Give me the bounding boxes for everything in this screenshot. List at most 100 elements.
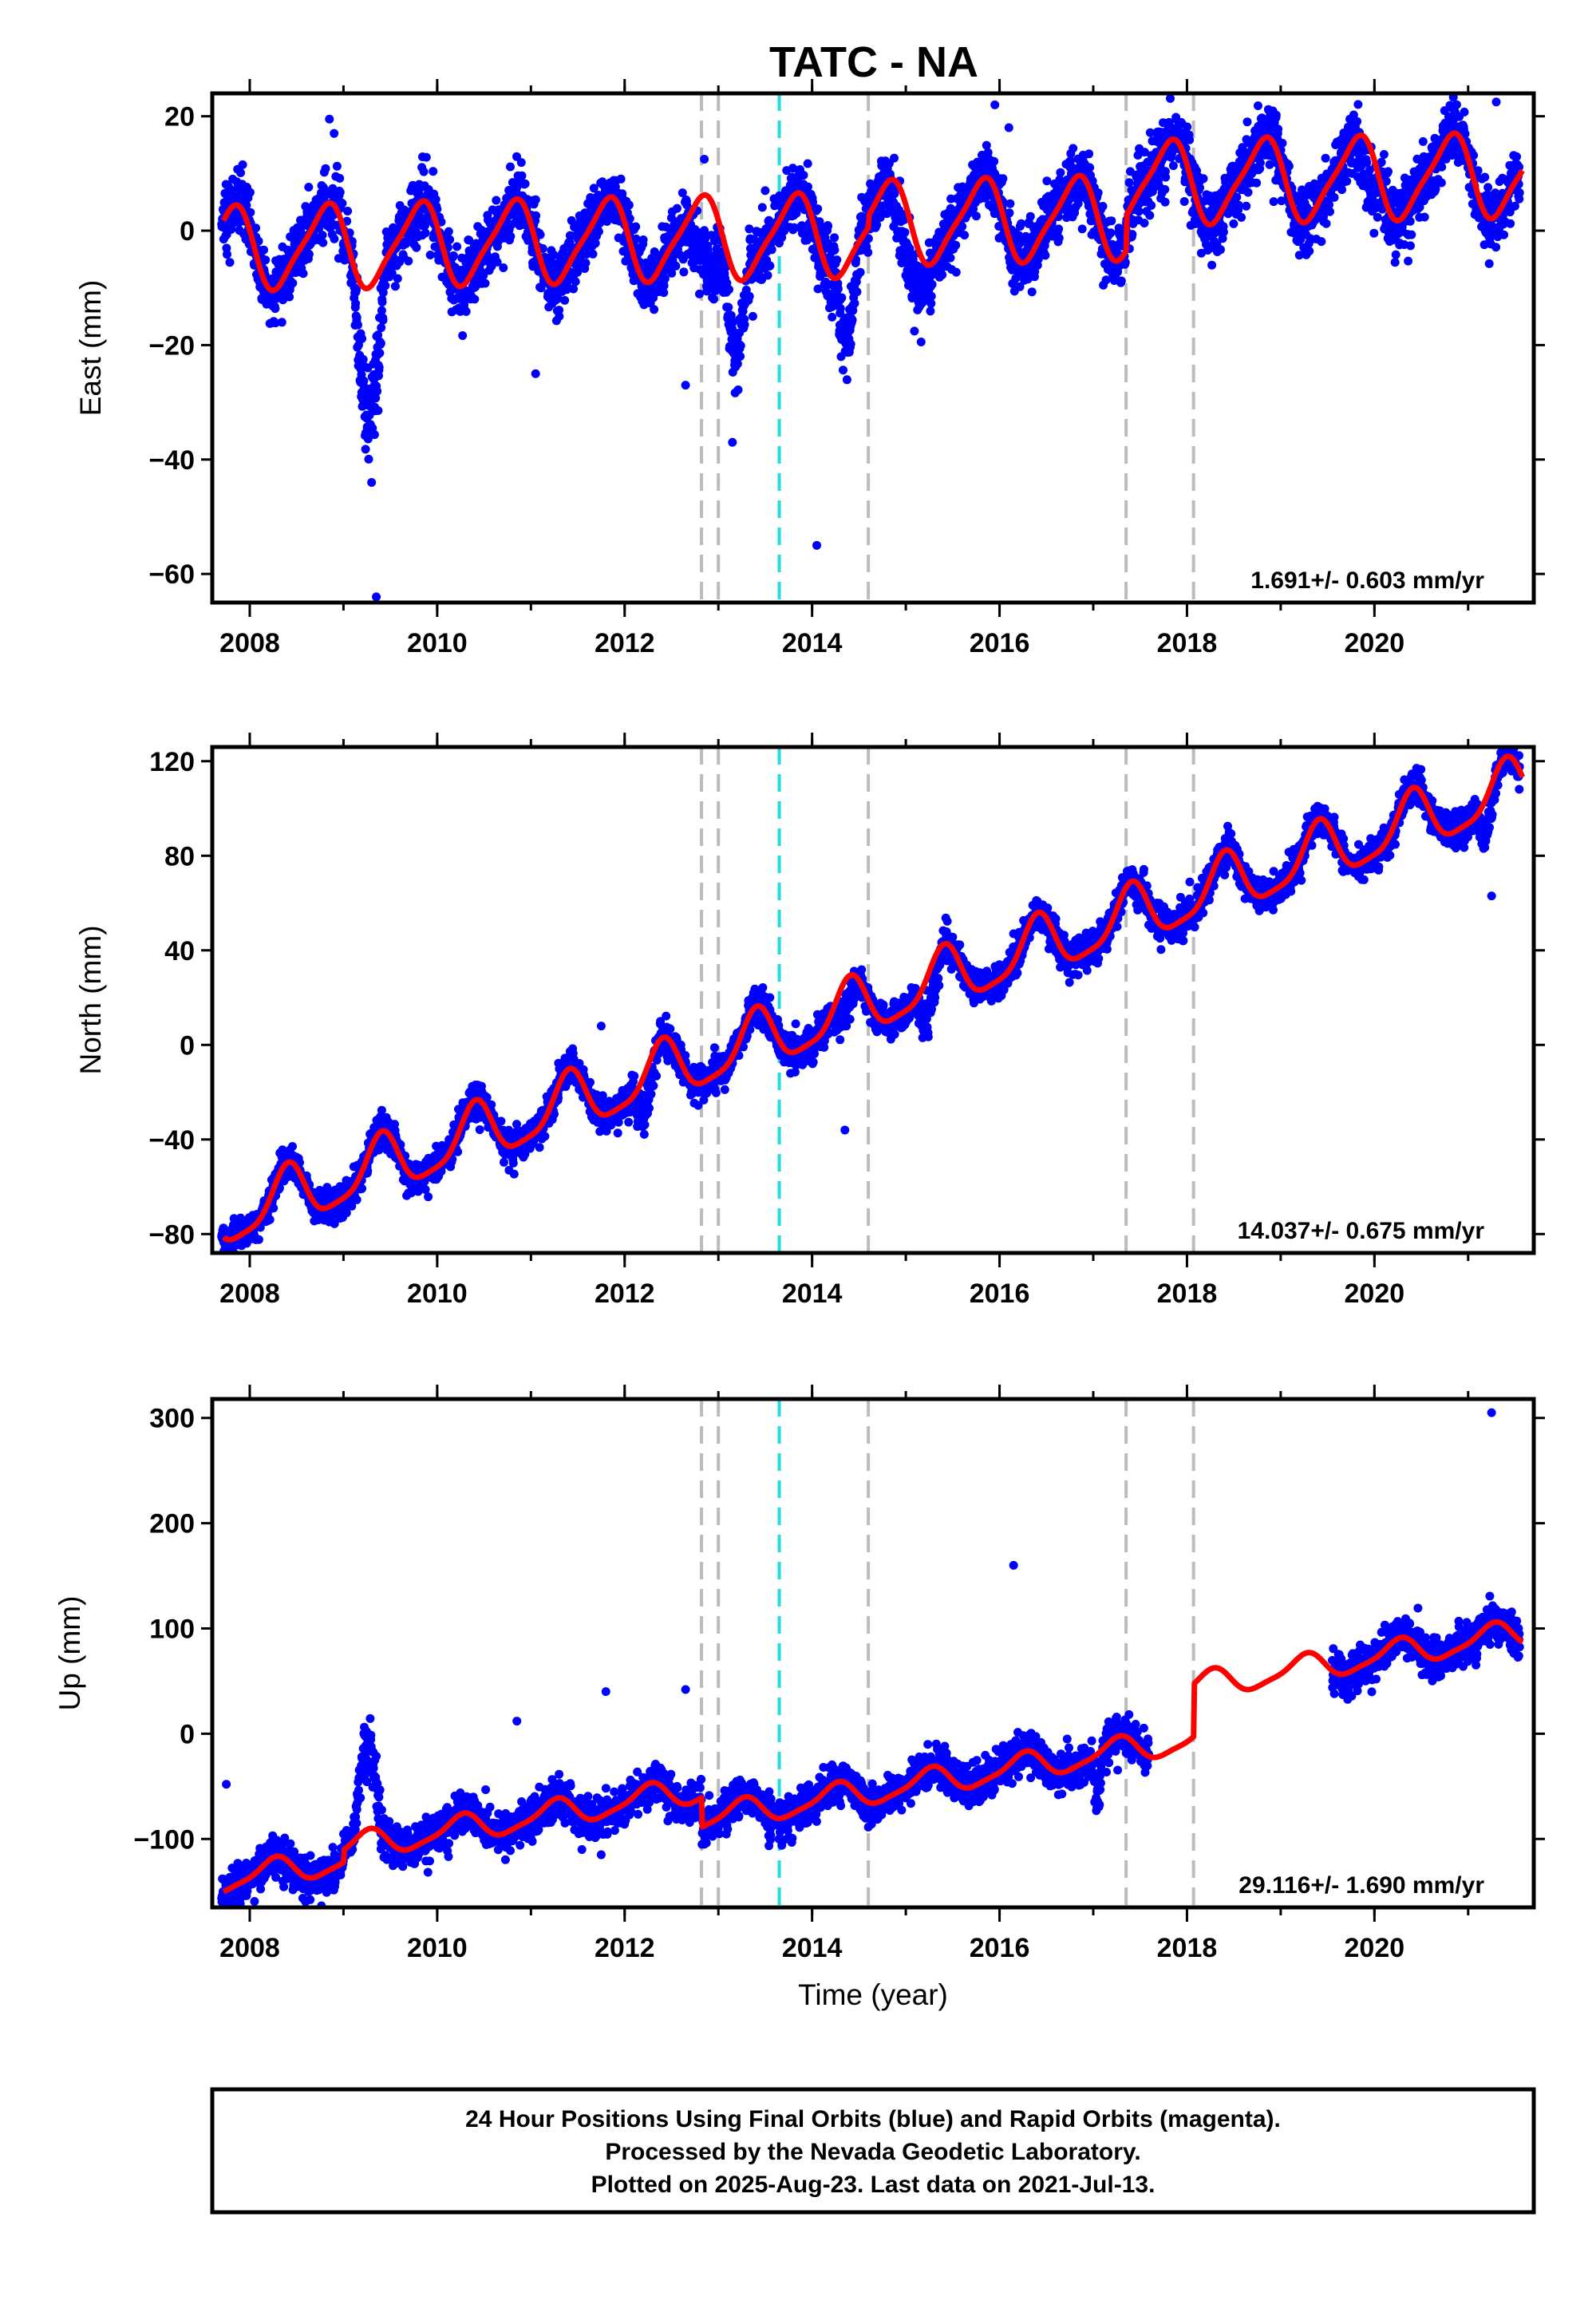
position-point <box>461 306 471 316</box>
position-point <box>824 221 833 231</box>
position-point <box>667 268 677 278</box>
daily-positions <box>217 93 1524 602</box>
position-point <box>374 363 384 372</box>
position-point <box>555 306 564 315</box>
position-point <box>1237 212 1246 222</box>
position-point <box>369 430 379 440</box>
position-point <box>373 386 382 396</box>
position-point <box>261 255 271 265</box>
position-point <box>1106 228 1116 238</box>
position-point <box>582 250 591 259</box>
position-point <box>421 152 431 162</box>
position-point <box>1436 178 1446 188</box>
position-point <box>371 393 381 403</box>
y-tick-label: 20 <box>164 102 195 132</box>
position-point <box>531 195 540 204</box>
outlier-point <box>812 540 822 550</box>
position-point <box>1437 162 1447 172</box>
position-point <box>251 223 260 233</box>
position-point <box>586 193 595 202</box>
outlier-point <box>728 437 737 447</box>
position-point <box>946 253 955 263</box>
position-point <box>1185 135 1195 144</box>
y-tick-label: 0 <box>180 216 195 247</box>
position-point <box>1183 122 1192 132</box>
outlier-point <box>325 114 334 124</box>
position-point <box>1284 161 1294 171</box>
position-point <box>445 235 455 244</box>
position-point <box>387 268 397 278</box>
position-point <box>1216 245 1225 255</box>
position-point <box>721 263 730 272</box>
position-point <box>343 207 353 215</box>
position-point <box>1084 149 1094 159</box>
position-point <box>1305 247 1314 256</box>
position-point <box>506 162 515 172</box>
position-point <box>376 338 385 348</box>
position-point <box>971 211 981 221</box>
position-point <box>373 406 383 415</box>
position-point <box>1278 138 1287 148</box>
position-point <box>535 230 545 239</box>
position-point <box>412 243 421 252</box>
position-point <box>377 298 387 306</box>
x-tick-label: 2014 <box>782 628 843 658</box>
position-point <box>492 257 502 267</box>
outlier-point <box>1491 97 1501 107</box>
position-point <box>830 245 839 255</box>
outlier-point <box>760 186 770 196</box>
position-point <box>352 313 361 322</box>
position-point <box>1317 237 1326 247</box>
position-point <box>679 267 689 277</box>
position-point <box>245 188 255 197</box>
position-point <box>1168 161 1178 171</box>
position-point <box>499 263 508 272</box>
position-point <box>1166 93 1175 103</box>
position-point <box>748 311 757 321</box>
position-point <box>625 214 634 223</box>
position-point <box>364 454 373 464</box>
position-point <box>695 289 704 298</box>
position-point <box>594 227 603 236</box>
position-point <box>1005 199 1015 208</box>
x-tick-label: 2016 <box>970 628 1030 658</box>
position-point <box>246 207 255 217</box>
position-point <box>724 302 733 312</box>
position-point <box>254 236 263 246</box>
y-tick-label: −60 <box>148 559 195 590</box>
x-tick-label: 2018 <box>1157 628 1218 658</box>
position-point <box>288 279 298 288</box>
position-point <box>1390 258 1400 267</box>
position-point <box>837 293 847 302</box>
position-point <box>573 267 583 277</box>
position-point <box>1420 212 1429 222</box>
x-tick-label: 2020 <box>1345 628 1405 658</box>
y-tick-label: −40 <box>148 445 195 476</box>
position-point <box>553 294 563 303</box>
position-point <box>271 318 280 328</box>
position-point <box>916 338 926 346</box>
outlier-point <box>367 477 377 487</box>
position-point <box>1160 184 1170 194</box>
position-point <box>733 359 742 369</box>
position-point <box>1353 117 1362 126</box>
position-point <box>726 310 736 320</box>
position-point <box>304 250 314 259</box>
position-point <box>638 235 648 244</box>
position-point <box>1160 197 1170 207</box>
position-point <box>1515 162 1523 172</box>
position-point <box>429 167 438 176</box>
position-point <box>673 204 681 213</box>
position-point <box>624 200 634 210</box>
position-point <box>804 182 812 192</box>
position-point <box>1407 230 1416 239</box>
position-point <box>631 222 641 231</box>
position-point <box>448 251 458 260</box>
position-point <box>254 1235 263 1244</box>
position-point <box>998 174 1008 184</box>
position-point <box>846 339 855 349</box>
outlier-point <box>1004 123 1013 132</box>
position-point <box>1373 212 1382 222</box>
